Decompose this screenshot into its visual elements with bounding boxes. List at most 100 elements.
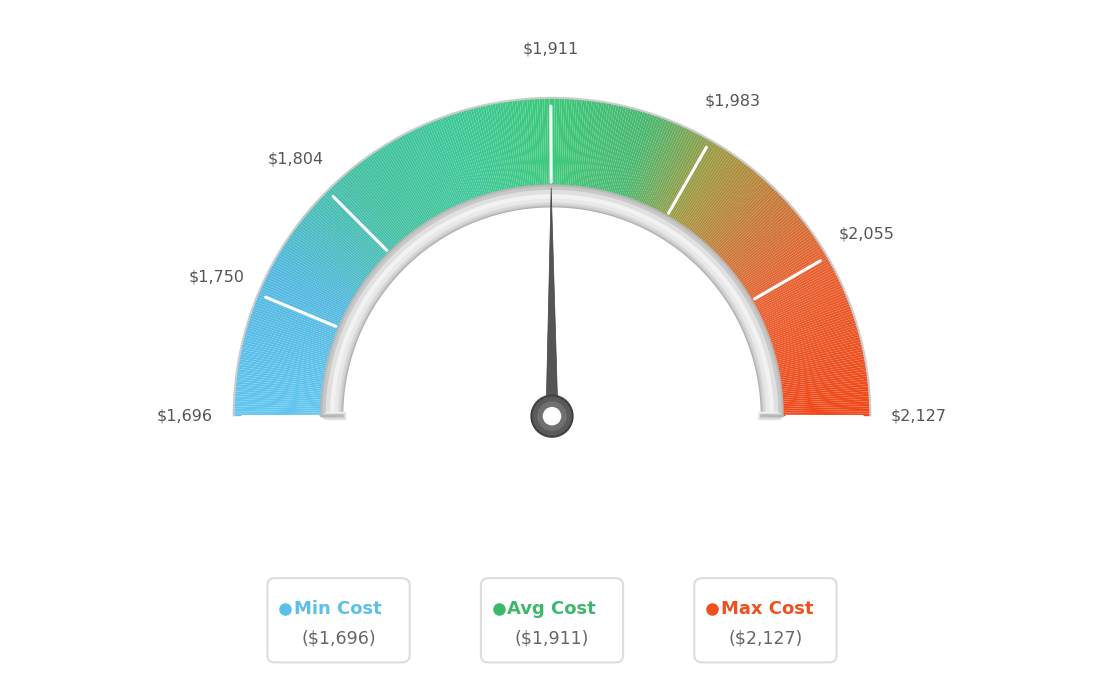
Wedge shape <box>625 117 665 220</box>
Wedge shape <box>751 315 854 351</box>
Wedge shape <box>255 299 357 340</box>
Wedge shape <box>745 292 846 336</box>
Wedge shape <box>585 101 604 209</box>
Wedge shape <box>256 297 358 339</box>
Wedge shape <box>321 195 402 271</box>
Wedge shape <box>335 182 410 264</box>
Wedge shape <box>580 101 597 208</box>
Wedge shape <box>534 98 542 207</box>
Wedge shape <box>468 108 498 214</box>
Wedge shape <box>630 121 673 222</box>
Wedge shape <box>242 342 348 368</box>
Wedge shape <box>414 128 463 227</box>
Wedge shape <box>399 136 453 233</box>
Wedge shape <box>383 145 443 238</box>
Wedge shape <box>569 99 580 207</box>
Wedge shape <box>268 269 365 321</box>
Wedge shape <box>338 179 412 261</box>
Wedge shape <box>659 142 716 237</box>
Wedge shape <box>707 200 787 275</box>
Wedge shape <box>755 339 861 367</box>
Wedge shape <box>614 112 648 216</box>
Wedge shape <box>263 281 362 328</box>
Wedge shape <box>285 241 376 302</box>
Wedge shape <box>570 99 582 208</box>
Wedge shape <box>716 219 804 288</box>
Wedge shape <box>357 163 425 250</box>
Wedge shape <box>735 263 832 317</box>
Wedge shape <box>760 369 867 386</box>
Wedge shape <box>325 191 404 269</box>
Wedge shape <box>560 98 567 206</box>
Wedge shape <box>314 204 395 277</box>
Wedge shape <box>565 99 574 207</box>
Wedge shape <box>696 184 772 264</box>
Wedge shape <box>634 123 679 224</box>
Wedge shape <box>403 134 455 230</box>
Wedge shape <box>315 202 396 276</box>
Wedge shape <box>235 379 343 393</box>
Wedge shape <box>296 225 384 292</box>
Wedge shape <box>270 265 368 318</box>
Wedge shape <box>721 227 809 293</box>
Wedge shape <box>236 374 344 390</box>
Wedge shape <box>690 176 763 259</box>
Wedge shape <box>709 204 790 277</box>
Wedge shape <box>678 161 745 249</box>
Wedge shape <box>758 362 866 382</box>
Wedge shape <box>655 139 710 234</box>
Wedge shape <box>761 391 870 402</box>
Wedge shape <box>645 130 694 228</box>
Wedge shape <box>700 191 779 269</box>
Wedge shape <box>385 144 444 237</box>
Wedge shape <box>380 148 439 240</box>
Wedge shape <box>742 281 841 328</box>
Wedge shape <box>254 302 357 342</box>
Wedge shape <box>553 98 558 206</box>
Wedge shape <box>390 141 447 235</box>
Wedge shape <box>347 171 418 255</box>
Wedge shape <box>725 237 817 299</box>
Wedge shape <box>246 325 351 357</box>
Wedge shape <box>552 98 554 206</box>
Wedge shape <box>692 179 766 261</box>
Wedge shape <box>317 200 397 275</box>
Wedge shape <box>242 344 348 371</box>
Wedge shape <box>713 213 799 284</box>
Wedge shape <box>747 299 849 340</box>
Wedge shape <box>729 246 822 305</box>
Wedge shape <box>329 188 406 267</box>
Wedge shape <box>556 98 562 206</box>
Wedge shape <box>739 269 836 321</box>
Wedge shape <box>238 362 346 382</box>
Wedge shape <box>540 98 545 206</box>
Wedge shape <box>276 256 371 313</box>
Wedge shape <box>527 99 538 207</box>
Wedge shape <box>755 337 861 366</box>
Wedge shape <box>401 135 454 232</box>
Wedge shape <box>731 250 825 308</box>
Wedge shape <box>671 155 735 244</box>
Wedge shape <box>643 129 692 228</box>
FancyBboxPatch shape <box>481 578 623 662</box>
Wedge shape <box>740 274 838 324</box>
Wedge shape <box>247 322 351 356</box>
Wedge shape <box>245 330 350 361</box>
Wedge shape <box>582 101 599 209</box>
Wedge shape <box>495 103 516 210</box>
Wedge shape <box>607 109 638 215</box>
Wedge shape <box>308 209 393 282</box>
Wedge shape <box>572 99 584 208</box>
Wedge shape <box>672 156 737 246</box>
Wedge shape <box>711 209 796 282</box>
Wedge shape <box>661 145 721 238</box>
Wedge shape <box>762 401 870 408</box>
Wedge shape <box>392 139 448 235</box>
Wedge shape <box>746 297 848 339</box>
Wedge shape <box>691 177 764 260</box>
Wedge shape <box>234 408 342 413</box>
Wedge shape <box>666 149 726 241</box>
Wedge shape <box>729 244 820 304</box>
Wedge shape <box>654 137 708 233</box>
Wedge shape <box>524 99 535 207</box>
